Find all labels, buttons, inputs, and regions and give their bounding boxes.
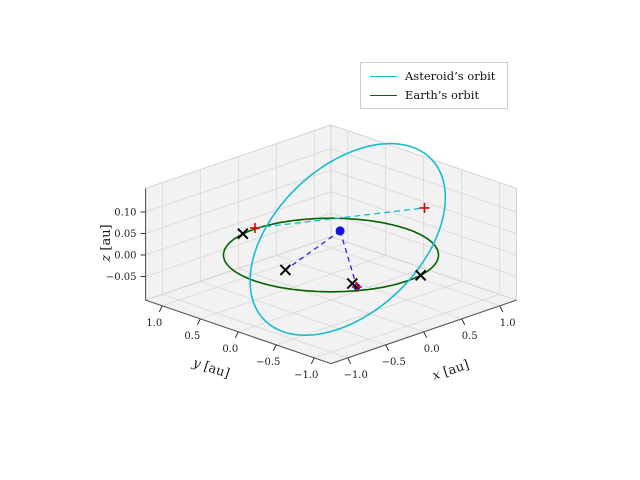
node-line	[254, 207, 425, 229]
legend-entry-asteroid: Asteroid’s orbit	[370, 69, 495, 83]
earth-s-orbit-curve	[222, 217, 440, 293]
x-tick-label: 0.0	[424, 344, 440, 355]
link-to-descending-point	[339, 230, 358, 288]
earth-orbit-line-sample	[370, 94, 397, 96]
z-tick-label: 0.00	[114, 251, 136, 262]
grid-line	[145, 212, 332, 277]
z-tick-label: −0.05	[106, 272, 137, 283]
grid-line	[145, 169, 332, 234]
grid-line	[200, 255, 386, 320]
x-tick	[347, 357, 352, 365]
x-tick	[499, 305, 504, 313]
asteroid-s-orbit-curve	[249, 142, 447, 336]
y-tick	[310, 357, 315, 365]
x-tick	[461, 318, 466, 326]
node-marker-2	[419, 202, 430, 213]
y-tick-label: −0.5	[256, 357, 280, 368]
grid-line	[238, 268, 424, 333]
grid-line	[330, 148, 517, 213]
x-tick	[385, 344, 390, 352]
legend-entry-earth: Earth’s orbit	[370, 88, 495, 102]
x-tick-label: 0.5	[462, 331, 478, 342]
x-tick	[423, 331, 428, 339]
y-tick	[158, 305, 163, 313]
grid-line	[145, 191, 332, 256]
link-to-crossing-point	[285, 230, 341, 271]
legend: Asteroid’s orbit Earth’s orbit	[360, 62, 509, 109]
grid-line	[276, 281, 462, 346]
x-tick-label: −1.0	[344, 370, 368, 381]
y-tick	[234, 331, 239, 339]
y-tick-label: −1.0	[294, 370, 318, 381]
grid-line	[145, 148, 332, 213]
grid-line	[162, 242, 348, 307]
y-tick-label: 1.0	[146, 318, 162, 329]
cross-marker-2	[279, 264, 292, 276]
node-marker-1	[250, 222, 260, 233]
cross-marker-4	[415, 269, 427, 281]
y-tick	[196, 318, 201, 326]
y-tick-label: 0.5	[184, 331, 200, 342]
grid-line	[330, 212, 517, 277]
y-axis-title: y [au]	[190, 355, 232, 382]
cross-marker-1	[237, 228, 249, 240]
x-tick-label: −0.5	[382, 357, 406, 368]
cross-marker-3	[346, 277, 358, 290]
asteroid-orbit-line-sample	[370, 75, 397, 77]
y-tick-label: 0.0	[222, 344, 238, 355]
grid-line	[330, 169, 517, 234]
x-tick-label: 1.0	[500, 318, 516, 329]
grid-line	[330, 191, 517, 256]
z-tick-label: 0.10	[114, 208, 136, 219]
legend-label-earth: Earth’s orbit	[405, 88, 480, 102]
blue-dot	[335, 226, 345, 236]
legend-label-asteroid: Asteroid’s orbit	[405, 69, 496, 83]
grid-line	[314, 294, 500, 359]
y-tick	[272, 344, 277, 352]
z-tick-label: 0.05	[114, 229, 136, 240]
z-axis-title: z [au]	[99, 224, 114, 262]
x-axis-title: x [au]	[431, 358, 472, 384]
